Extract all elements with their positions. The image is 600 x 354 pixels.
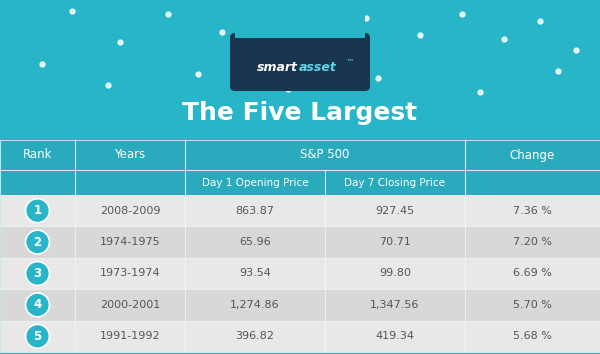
Circle shape — [26, 230, 49, 254]
Text: 1,274.86: 1,274.86 — [230, 300, 280, 310]
Text: Day 1 Opening Price: Day 1 Opening Price — [202, 177, 308, 188]
Text: Rank: Rank — [23, 148, 52, 161]
Bar — [75, 258, 185, 289]
Text: The Five Largest: The Five Largest — [182, 101, 418, 125]
Bar — [0, 289, 75, 321]
Text: 1974-1975: 1974-1975 — [100, 237, 160, 247]
Text: 4: 4 — [34, 298, 41, 312]
Bar — [75, 195, 185, 227]
Text: 419.34: 419.34 — [376, 331, 415, 341]
Bar — [465, 170, 600, 195]
Bar — [465, 195, 600, 227]
Bar — [325, 195, 465, 227]
Bar — [0, 195, 75, 227]
Bar — [0, 170, 75, 195]
Text: 2008-2009: 2008-2009 — [100, 206, 160, 216]
Bar — [0, 321, 75, 352]
Text: Day 7 Closing Price: Day 7 Closing Price — [344, 177, 445, 188]
Text: 7.20 %: 7.20 % — [513, 237, 552, 247]
Circle shape — [26, 324, 49, 348]
Bar — [235, 0, 365, 38]
Text: asset: asset — [299, 61, 337, 74]
Bar — [325, 170, 465, 195]
Bar — [325, 289, 465, 321]
Text: 3: 3 — [34, 267, 41, 280]
Text: ™: ™ — [346, 58, 354, 67]
Text: Years: Years — [115, 148, 146, 161]
Bar — [465, 140, 600, 170]
Bar — [465, 258, 600, 289]
Bar — [185, 258, 325, 289]
Ellipse shape — [235, 38, 365, 86]
Text: Change: Change — [510, 148, 555, 161]
Text: 1,347.56: 1,347.56 — [370, 300, 419, 310]
Bar — [75, 321, 185, 352]
Text: 1991-1992: 1991-1992 — [100, 331, 160, 341]
Text: 396.82: 396.82 — [235, 331, 275, 341]
Bar — [75, 289, 185, 321]
Bar — [325, 227, 465, 258]
Bar — [235, 62, 365, 86]
Text: 5: 5 — [34, 330, 41, 343]
Bar — [75, 227, 185, 258]
Bar — [465, 289, 600, 321]
Bar — [0, 227, 75, 258]
Text: 2: 2 — [34, 236, 41, 249]
Text: 7.36 %: 7.36 % — [513, 206, 552, 216]
Bar — [185, 170, 325, 195]
Text: 93.54: 93.54 — [239, 268, 271, 279]
Text: smart: smart — [257, 61, 298, 74]
Bar — [185, 321, 325, 352]
Text: 5.70 %: 5.70 % — [513, 300, 552, 310]
Bar — [465, 321, 600, 352]
Bar — [185, 140, 465, 170]
FancyBboxPatch shape — [230, 33, 370, 91]
Text: Santa Claus Rallies, 1950-2020: Santa Claus Rallies, 1950-2020 — [81, 151, 519, 175]
Text: 1: 1 — [34, 204, 41, 217]
Bar — [465, 227, 600, 258]
Bar — [325, 258, 465, 289]
Circle shape — [26, 199, 49, 223]
Text: 70.71: 70.71 — [379, 237, 411, 247]
Bar — [185, 289, 325, 321]
Bar — [325, 321, 465, 352]
Circle shape — [26, 293, 49, 317]
Text: 5.68 %: 5.68 % — [513, 331, 552, 341]
Circle shape — [26, 262, 49, 285]
Text: 65.96: 65.96 — [239, 237, 271, 247]
Text: 863.87: 863.87 — [235, 206, 275, 216]
Bar — [0, 258, 75, 289]
Bar — [0, 140, 75, 170]
Bar — [185, 227, 325, 258]
Text: 99.80: 99.80 — [379, 268, 411, 279]
Bar — [75, 140, 185, 170]
Bar — [75, 170, 185, 195]
Bar — [185, 195, 325, 227]
Text: S&P 500: S&P 500 — [301, 148, 350, 161]
Text: 2000-2001: 2000-2001 — [100, 300, 160, 310]
Text: 1973-1974: 1973-1974 — [100, 268, 160, 279]
Text: 6.69 %: 6.69 % — [513, 268, 552, 279]
Text: 927.45: 927.45 — [376, 206, 415, 216]
